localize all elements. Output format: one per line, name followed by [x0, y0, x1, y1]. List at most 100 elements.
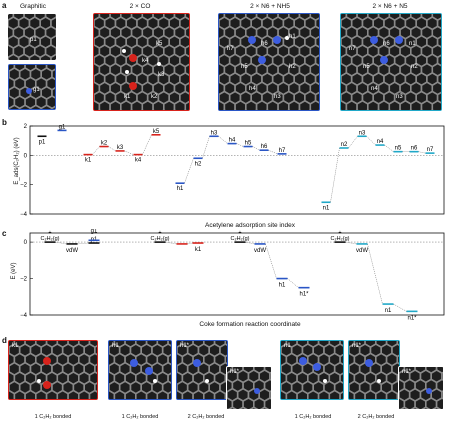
lattice-ring [339, 391, 343, 399]
lattice-ring [9, 104, 21, 109]
lattice-ring [285, 389, 298, 399]
lattice-ring [431, 99, 441, 110]
site-label-h1: h1 [289, 34, 296, 40]
site-label-h5: h5 [241, 64, 248, 70]
lattice-ring [227, 406, 237, 409]
connector-line [366, 136, 376, 146]
lattice-ring [328, 389, 341, 399]
lattice-ring [28, 53, 42, 60]
site-label-h7: h7 [279, 148, 286, 154]
site-label-n4: n4 [371, 86, 378, 92]
site-label-k2: k2 [151, 94, 158, 100]
site-label-k4: k4 [135, 158, 142, 164]
c-xlabel: Coke formation reaction coordinate [199, 321, 301, 328]
plot-frame [29, 125, 445, 215]
site-label-k3: k3 [158, 72, 165, 78]
site-label-h6: h6 [261, 41, 268, 47]
lattice-ring [349, 389, 356, 399]
lattice-ring [377, 99, 391, 110]
lattice-pattern [227, 367, 271, 409]
annot-c2h2: C₂H₂(g) [151, 236, 170, 242]
connector-line [184, 158, 194, 184]
lattice-ring [13, 389, 26, 399]
site-label-n2: n2 [341, 142, 348, 148]
y-tick-label: 0 [24, 153, 28, 159]
lattice-ring [298, 99, 312, 110]
lattice-ring [145, 389, 159, 399]
state-label-h1*: h1* [299, 292, 309, 298]
d-tile-n1-star-inset: n1* [398, 366, 444, 410]
lattice-ring [385, 389, 399, 399]
site-label-n1: n1 [323, 205, 330, 211]
lattice-ring [353, 389, 366, 399]
connector-line [330, 147, 340, 203]
lattice-ring [288, 99, 301, 110]
connector-line [108, 146, 116, 152]
state-label-n1*: n1* [407, 315, 417, 321]
title-2co: 2 × CO [129, 3, 151, 10]
connector-line [384, 144, 394, 152]
site-label-k4: k4 [142, 58, 149, 64]
lattice-ring [219, 99, 226, 110]
state-label-vdW: vdW [356, 248, 368, 254]
lattice-pattern [109, 341, 171, 399]
b-xlabel: Acetylene adsorption site index [205, 222, 295, 229]
lattice-ring [399, 99, 412, 110]
annot-defect: Defect [42, 229, 58, 230]
lattice-ring [109, 99, 122, 110]
connector-line [124, 150, 134, 155]
site-label-p1: p1 [30, 37, 37, 43]
lattice-ring [177, 389, 184, 399]
adsorption-energy-chart: 2 0 −2 −4 p1 g1 k1 k2 k3 k4 k5 h1 h2 h3 h4 h5 h6 h7 n1 n2 n3… [20, 124, 445, 218]
graphitic-p1-image: p1 [8, 14, 56, 60]
site-label-k1: k1 [124, 94, 131, 100]
lattice-ring [18, 104, 32, 109]
site-label-n7: n7 [427, 147, 434, 153]
lattice-ring [296, 389, 309, 399]
y-tick-label: 0 [24, 240, 28, 246]
site-label-n7: n7 [349, 46, 356, 52]
state-label-g1: g1 [91, 229, 98, 234]
site-label-h5: h5 [245, 141, 252, 147]
annot-c2h2: C₂H₂(g) [331, 236, 350, 242]
connector-line [142, 134, 152, 155]
lattice-ring [184, 100, 189, 110]
lattice-ring [238, 406, 248, 409]
site-label-k2: k2 [101, 141, 108, 147]
annot-plus: + [48, 230, 51, 236]
connector-line [218, 136, 228, 144]
lattice-ring [421, 406, 431, 409]
lattice-ring [9, 389, 16, 399]
lattice-ring [281, 389, 288, 399]
connector-line [245, 241, 255, 245]
lattice-pattern [9, 341, 97, 399]
site-label-h4: h4 [249, 86, 256, 92]
lattice-ring [345, 99, 358, 110]
lattice-ring [141, 99, 154, 110]
lattice-ring [119, 99, 133, 110]
tile-label-n1-star-inset: n1* [402, 369, 412, 375]
caption-k1: 1 C₂H₂ bonded [34, 414, 72, 420]
lattice-ring [152, 99, 165, 110]
site-label-n5: n5 [395, 146, 402, 152]
site-label-n5: n5 [363, 64, 370, 70]
d-tile-k1: k1 [8, 340, 98, 400]
lattice-ring [309, 99, 319, 110]
panel-label-b: b [2, 118, 7, 127]
lattice-ring [51, 105, 55, 109]
co-structure-image: k5 k4 k3 k1 k2 [93, 13, 190, 111]
site-label-h2: h2 [289, 64, 296, 70]
site-label-n3: n3 [359, 130, 366, 136]
y-tick-label: −4 [20, 313, 28, 319]
site-label-k5: k5 [156, 41, 163, 47]
lattice-ring [410, 406, 420, 409]
lattice-ring [341, 99, 348, 110]
state-label-n1: n1 [385, 308, 392, 314]
y-tick-label: 2 [24, 124, 28, 130]
lattice-ring [260, 406, 270, 409]
lattice-ring [130, 99, 144, 110]
graphitic-g1-image: g1 [8, 64, 56, 110]
lattice-pattern [281, 341, 343, 399]
annot-plus: + [158, 230, 161, 236]
site-label-k3: k3 [117, 145, 124, 151]
